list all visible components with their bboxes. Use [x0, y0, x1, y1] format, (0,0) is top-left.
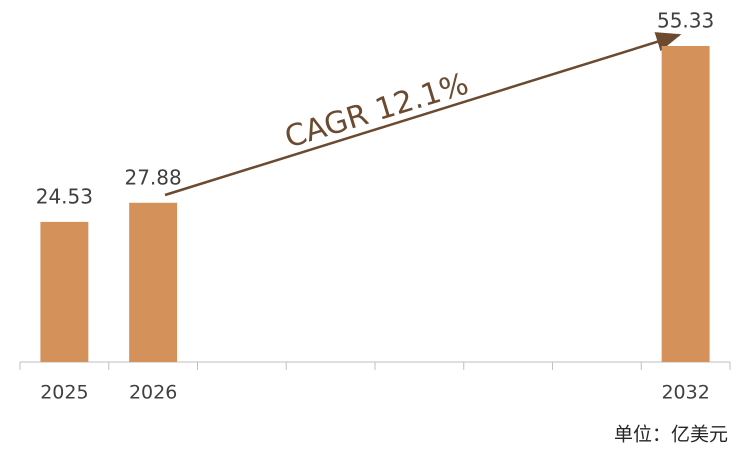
cagr-label: CAGR 12.1%: [281, 67, 473, 156]
unit-note: 单位：亿美元: [614, 424, 728, 446]
value-label: 24.53: [36, 184, 93, 208]
bar: [661, 46, 710, 362]
value-label: 55.33: [657, 9, 714, 33]
x-tick-label: 2032: [661, 382, 709, 404]
value-label: 27.88: [124, 165, 181, 189]
x-tick-label: 2025: [40, 382, 88, 404]
cagr-arrow: [164, 32, 682, 197]
x-tick-label: 2026: [129, 382, 177, 404]
bar: [129, 202, 178, 362]
bar: [40, 221, 89, 362]
